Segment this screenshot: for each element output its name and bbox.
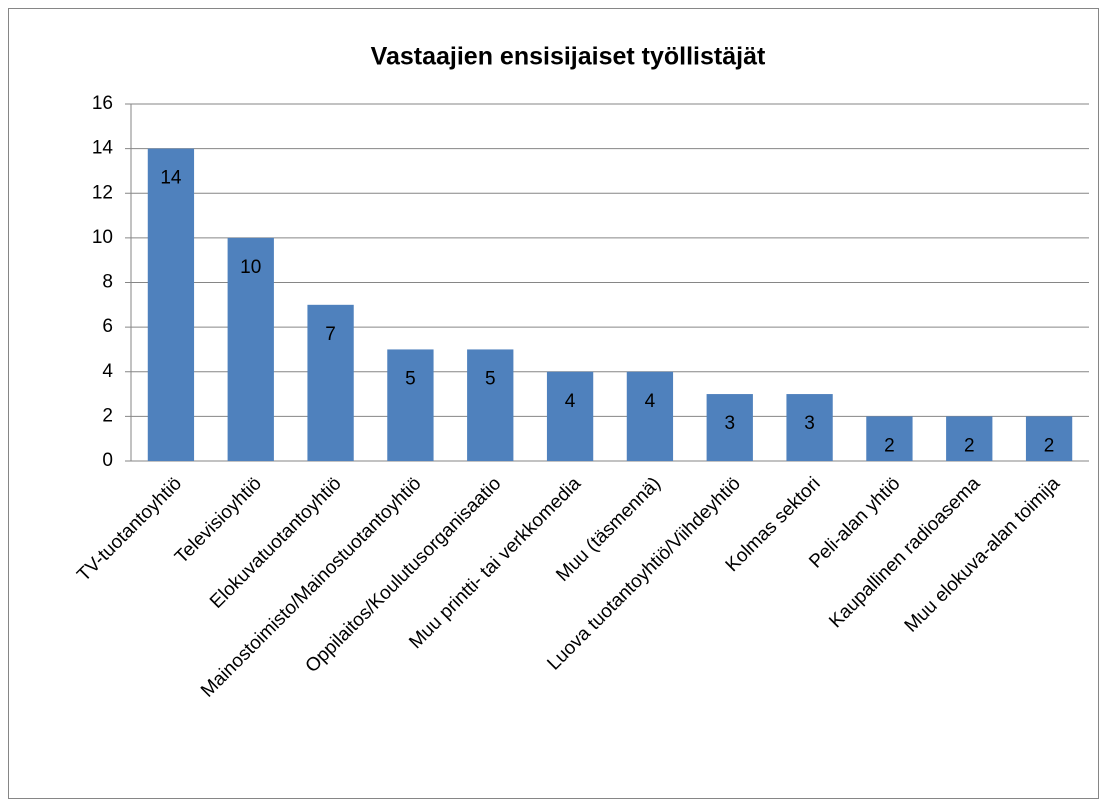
bar: [467, 349, 514, 461]
bar: [706, 394, 753, 461]
data-label: 3: [724, 413, 735, 434]
bar: [946, 416, 993, 461]
y-tick-label: 4: [102, 361, 113, 382]
y-tick-label: 14: [92, 138, 114, 159]
bar: [626, 371, 674, 461]
data-label: 2: [1044, 435, 1055, 456]
bar: [866, 416, 913, 461]
data-label: 4: [645, 391, 656, 412]
data-label: 3: [804, 413, 815, 434]
y-tick-label: 10: [92, 227, 113, 248]
data-label: 2: [964, 435, 975, 456]
bar: [227, 237, 274, 461]
y-tick-label: 16: [92, 93, 113, 114]
y-tick-label: 0: [102, 450, 113, 471]
bar: [307, 304, 354, 461]
bar: [546, 371, 594, 461]
data-label: 7: [325, 324, 336, 345]
data-label: 5: [485, 368, 496, 389]
chart-title: Vastaajien ensisijaiset työllistäjät: [371, 43, 766, 71]
data-label: 10: [240, 257, 261, 278]
data-label: 4: [565, 391, 576, 412]
bar: [147, 148, 195, 461]
data-label: 5: [405, 368, 416, 389]
y-tick-label: 12: [92, 182, 113, 203]
y-tick-label: 8: [102, 272, 113, 293]
bar: [786, 394, 833, 461]
bar: [1025, 416, 1073, 461]
data-label: 2: [884, 435, 895, 456]
y-tick-label: 2: [102, 405, 113, 426]
bar: [387, 349, 434, 461]
data-label: 14: [160, 168, 182, 189]
y-tick-label: 6: [102, 316, 113, 337]
